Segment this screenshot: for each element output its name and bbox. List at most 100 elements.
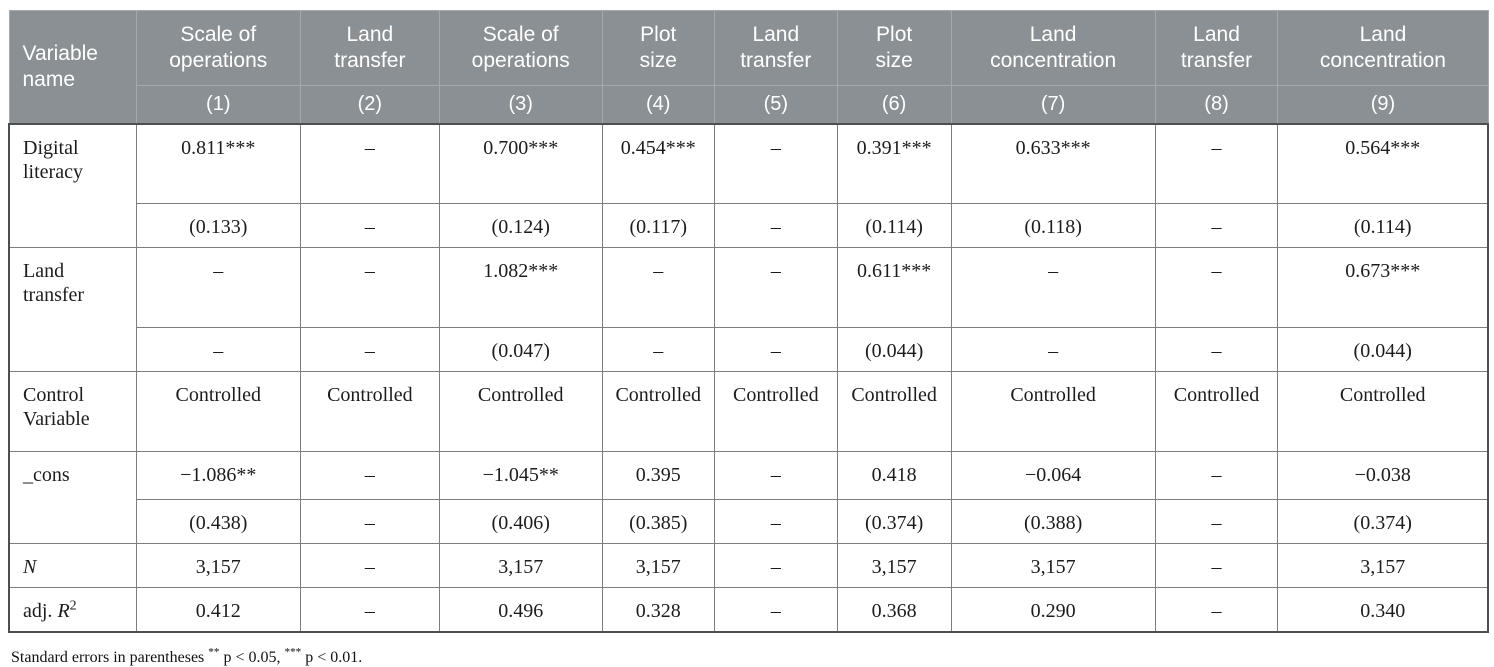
data-cell: – (135, 327, 301, 373)
column-number-3: (3) (438, 84, 603, 125)
text-segment: Standard errors in parentheses (11, 649, 209, 667)
row-label: Digital literacy (8, 123, 137, 249)
column-header-8: Land transfer (1154, 10, 1279, 86)
table-row: adj. R2 0.412–0.496 0.328–0.368 0.290–0.340 (8, 587, 1489, 633)
row-label: _cons (8, 451, 137, 545)
text-segment: Control Variable (23, 384, 90, 431)
data-cell: (0.388) (950, 499, 1156, 545)
table-row: – – (0.047) – – (0.044) – – (0.044) (9, 327, 1489, 373)
data-cell: – (299, 247, 440, 329)
footnote: Standard errors in parentheses ** p < 0.… (11, 646, 1489, 667)
column-header-3: Scale of operations (438, 10, 603, 86)
data-cell: (0.114) (1277, 203, 1489, 249)
data-cell: −0.064 (950, 451, 1156, 501)
data-cell: – (1154, 587, 1279, 633)
data-cell: – (1154, 247, 1279, 329)
data-cell: −1.045** (438, 451, 603, 501)
column-header-4: Plot size (601, 10, 715, 86)
column-header-6: Plot size (836, 10, 952, 86)
data-cell: Controlled (1154, 371, 1279, 453)
table-row: Land transfer – –1.082*** – –0.611*** – –0.673… (8, 247, 1489, 373)
data-cell: (0.118) (950, 203, 1156, 249)
data-cell: – (713, 203, 838, 249)
data-cell: Controlled (438, 371, 603, 453)
data-cell: – (601, 327, 715, 373)
data-cell: 0.340 (1277, 587, 1489, 633)
data-cell: – (950, 327, 1156, 373)
column-number-2: (2) (299, 84, 440, 125)
text-segment: p < 0.05, (219, 649, 285, 667)
header-variable-name: Variable name (8, 9, 137, 125)
data-cell: Controlled (713, 371, 838, 453)
column-header-5: Land transfer (713, 10, 838, 86)
data-cell: – (299, 543, 440, 589)
data-cell: – (713, 451, 838, 501)
data-cell: 0.496 (438, 587, 603, 633)
column-header-2: Land transfer (299, 10, 440, 86)
data-cell: (0.133) (135, 203, 301, 249)
data-cell: 3,157 (1277, 543, 1489, 589)
table-header: Variable name Scale of operations Land tra… (8, 9, 1489, 125)
data-cell: (0.044) (836, 327, 952, 373)
data-cell: – (135, 247, 301, 329)
data-cell: – (1154, 543, 1279, 589)
data-cell: (0.385) (601, 499, 715, 545)
data-cell: 0.454*** (601, 123, 715, 205)
results-table: Variable name Scale of operations Land tra… (8, 9, 1489, 633)
data-cell: – (1154, 499, 1279, 545)
data-cell: 0.673*** (1277, 247, 1489, 329)
column-header-9: Land concentration (1277, 10, 1489, 86)
row-label: Land transfer (8, 247, 137, 373)
data-cell: Controlled (299, 371, 440, 453)
data-cell: – (299, 499, 440, 545)
data-cell: 0.395 (601, 451, 715, 501)
data-cell: Controlled (836, 371, 952, 453)
data-cell: 0.611*** (836, 247, 952, 329)
data-cell: 0.412 (135, 587, 301, 633)
column-number-5: (5) (713, 84, 838, 125)
data-cell: 3,157 (950, 543, 1156, 589)
data-cell: – (713, 247, 838, 329)
row-label: Control Variable (8, 371, 137, 453)
text-segment: Digital literacy (23, 136, 83, 183)
data-cell: −0.038 (1277, 451, 1489, 501)
data-cell: (0.044) (1277, 327, 1489, 373)
data-cell: (0.047) (438, 327, 603, 373)
data-cell: −1.086** (135, 451, 301, 501)
text-segment: p < 0.01. (301, 649, 363, 667)
data-cell: 3,157 (135, 543, 301, 589)
data-cell: 3,157 (836, 543, 952, 589)
data-cell: 3,157 (438, 543, 603, 589)
data-cell: – (713, 587, 838, 633)
row-label: N (8, 543, 137, 589)
data-cell: 3,157 (601, 543, 715, 589)
data-cell: – (1154, 451, 1279, 501)
data-cell: 0.418 (836, 451, 952, 501)
data-cell: 0.391*** (836, 123, 952, 205)
text-segment: ** (208, 646, 220, 659)
data-cell: (0.114) (836, 203, 952, 249)
column-number-9: (9) (1277, 84, 1489, 125)
data-cell: – (299, 327, 440, 373)
data-cell: – (1154, 123, 1279, 205)
column-number-8: (8) (1154, 84, 1279, 125)
data-cell: (0.117) (601, 203, 715, 249)
data-cell: – (1154, 203, 1279, 249)
data-cell: 0.811*** (135, 123, 301, 205)
row-label: adj. R2 (8, 587, 137, 633)
data-cell: Controlled (1277, 371, 1489, 453)
text-segment: R (57, 600, 70, 623)
table-row: (0.133) – (0.124) (0.117) – (0.114) (0.118) – (0… (9, 203, 1489, 249)
data-cell: – (299, 451, 440, 501)
column-number-1: (1) (135, 84, 301, 125)
data-cell: – (1154, 327, 1279, 373)
data-cell: – (713, 543, 838, 589)
data-cell: 0.290 (950, 587, 1156, 633)
text-segment: *** (284, 646, 302, 659)
data-cell: 0.368 (836, 587, 952, 633)
table-row: N 3,157–3,157 3,157–3,157 3,157–3,157 (8, 543, 1489, 589)
data-cell: 1.082*** (438, 247, 603, 329)
text-segment: adj. (23, 600, 58, 623)
data-cell: (0.438) (135, 499, 301, 545)
